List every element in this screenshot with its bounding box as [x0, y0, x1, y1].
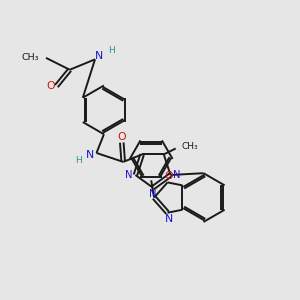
- Text: O: O: [165, 171, 173, 181]
- Text: N: N: [94, 51, 103, 62]
- Text: H: H: [108, 46, 115, 55]
- Text: H: H: [75, 156, 81, 165]
- Text: O: O: [47, 81, 55, 91]
- Text: N: N: [125, 170, 133, 180]
- Text: O: O: [118, 132, 126, 142]
- Text: N: N: [173, 170, 181, 180]
- Text: N: N: [86, 150, 94, 160]
- Text: N: N: [165, 214, 173, 224]
- Text: CH₃: CH₃: [22, 53, 39, 62]
- Text: CH₃: CH₃: [182, 142, 198, 152]
- Text: N: N: [149, 189, 157, 199]
